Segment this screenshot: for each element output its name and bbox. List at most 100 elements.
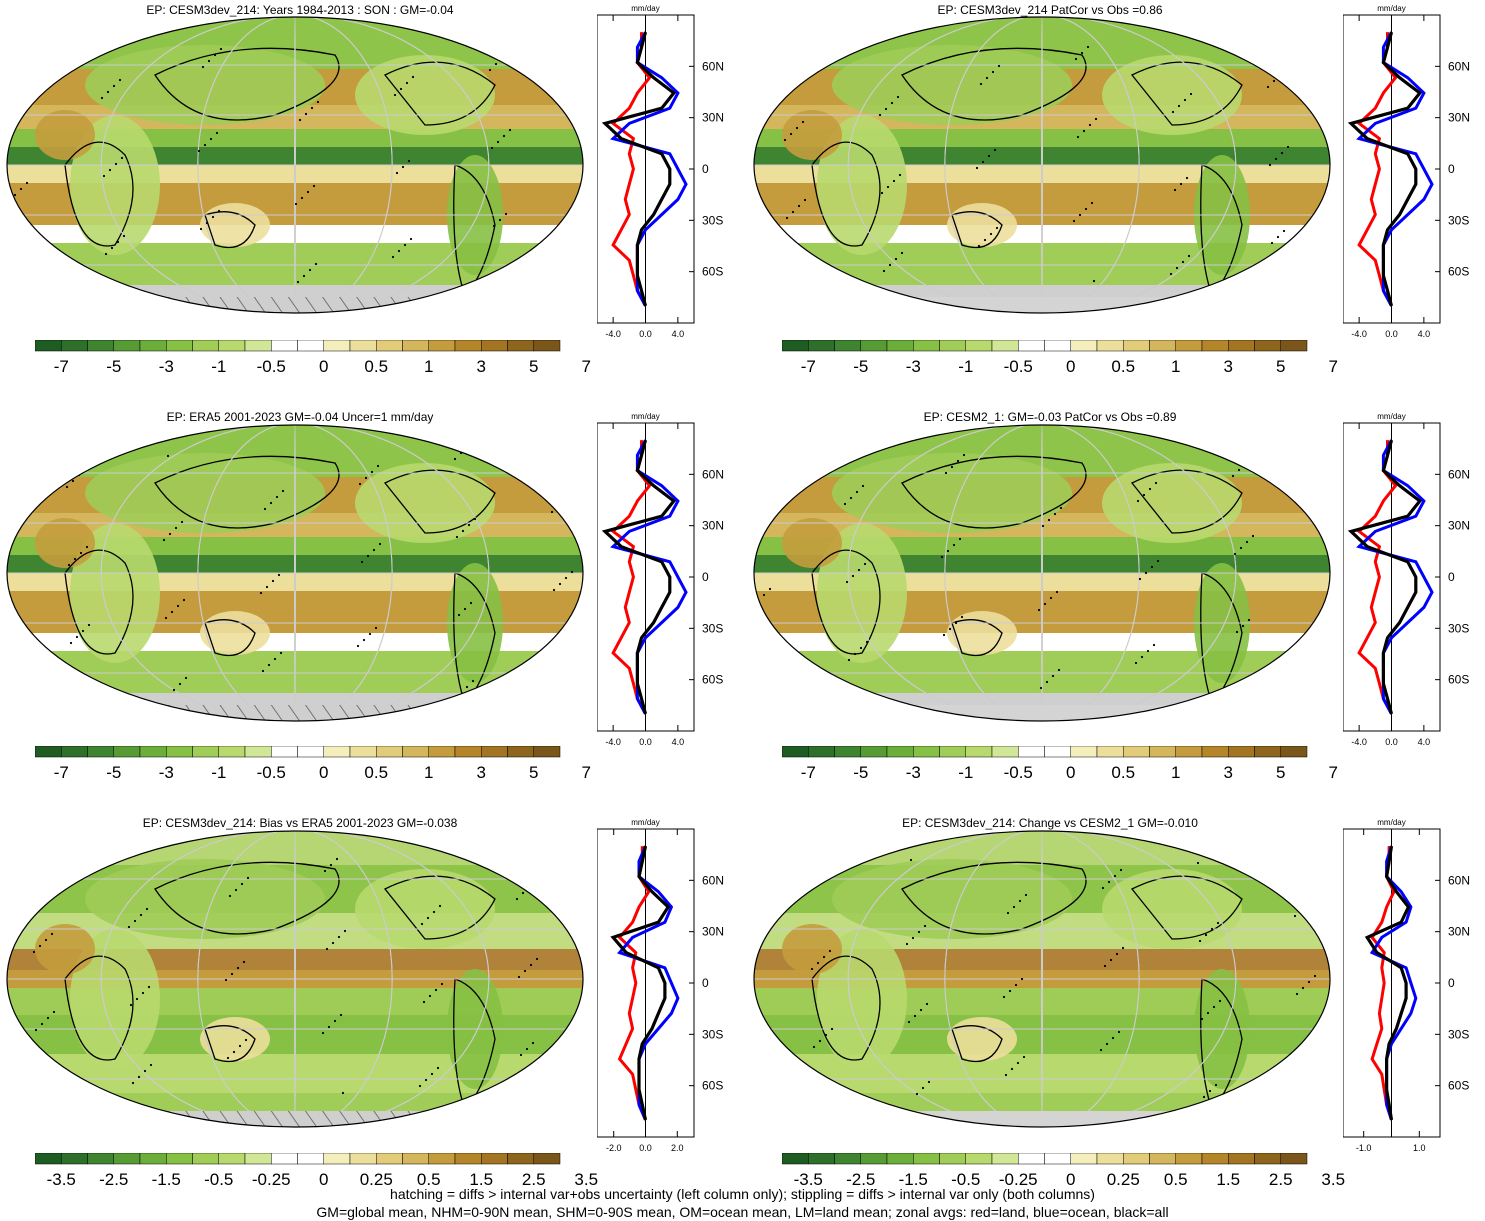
colorbar-label: 5 bbox=[1276, 357, 1285, 376]
colorbar-label: 1 bbox=[424, 763, 433, 782]
zonal-avg-plot: mm/day -4.0 0.0 4.0 60N 30N 0 30S 60S bbox=[597, 4, 724, 339]
colorbar-label: 0 bbox=[1066, 1170, 1075, 1189]
zonal-series-all bbox=[610, 845, 671, 1121]
zonal-avg-plot: mm/day -4.0 0.0 4.0 60N 30N 0 30S 60S bbox=[1343, 412, 1470, 747]
colorbar-label: -0.5 bbox=[951, 1170, 980, 1189]
colorbar-label: 1 bbox=[1171, 357, 1180, 376]
colorbar-label: -5 bbox=[106, 763, 121, 782]
zonal-lat-label: 30N bbox=[702, 111, 724, 125]
zonal-series-land bbox=[610, 32, 652, 307]
colorbar-label: -2.5 bbox=[99, 1170, 128, 1189]
zonal-x-tick: 4.0 bbox=[672, 329, 685, 339]
map-plot bbox=[753, 830, 1331, 1128]
colorbar-label: -1 bbox=[211, 357, 226, 376]
colorbar-label: 3 bbox=[1224, 763, 1233, 782]
zonal-series-all bbox=[601, 439, 677, 715]
colorbar-label: -0.25 bbox=[252, 1170, 291, 1189]
colorbar-label: -3 bbox=[906, 763, 921, 782]
zonal-x-tick: 0.0 bbox=[639, 1143, 652, 1153]
zonal-lat-label: 30S bbox=[1448, 1027, 1469, 1041]
zonal-lat-label: 30S bbox=[702, 621, 723, 635]
colorbar-label: -1.5 bbox=[152, 1170, 181, 1189]
colorbar-label: -0.25 bbox=[999, 1170, 1038, 1189]
colorbar-label: 5 bbox=[529, 357, 538, 376]
colorbar-label: 0.5 bbox=[417, 1170, 441, 1189]
zonal-lat-label: 0 bbox=[702, 162, 709, 176]
zonal-series-land bbox=[610, 440, 652, 715]
zonal-lat-label: 60S bbox=[702, 1079, 723, 1093]
colorbar: -7 -5 -3 -1 -0.5 0 0.5 1 3 5 7 bbox=[782, 340, 1338, 376]
colorbar-label: 2.5 bbox=[1269, 1170, 1293, 1189]
zonal-lat-label: 0 bbox=[1448, 570, 1455, 584]
colorbar-label: -3 bbox=[159, 357, 174, 376]
zonal-lat-label: 30N bbox=[702, 519, 724, 533]
zonal-lat-label: 0 bbox=[702, 570, 709, 584]
colorbar-label: 3 bbox=[1224, 357, 1233, 376]
panel-title: EP: CESM3dev_214: Change vs CESM2_1 GM=-… bbox=[902, 816, 1198, 830]
colorbar-label: -0.5 bbox=[204, 1170, 233, 1189]
colorbar-label: 7 bbox=[1329, 357, 1338, 376]
zonal-unit-label: mm/day bbox=[631, 818, 659, 827]
colorbar-label: -5 bbox=[106, 357, 121, 376]
colorbar-label: -0.5 bbox=[1004, 357, 1033, 376]
panel-title: EP: CESM3dev_214 PatCor vs Obs =0.86 bbox=[937, 3, 1163, 17]
colorbar-label: 0 bbox=[319, 763, 328, 782]
zonal-series-land bbox=[1370, 846, 1396, 1121]
colorbar-label: -0.5 bbox=[257, 357, 286, 376]
colorbar-label: 5 bbox=[1276, 763, 1285, 782]
zonal-series-all bbox=[1347, 439, 1423, 715]
colorbar: -3.5 -2.5 -1.5 -0.5 -0.25 0 0.25 0.5 1.5 2.5 3.5 bbox=[782, 1153, 1345, 1189]
colorbar-label: 3.5 bbox=[574, 1170, 598, 1189]
panel-title: EP: CESM3dev_214: Bias vs ERA5 2001-2023… bbox=[142, 816, 458, 830]
map-plot bbox=[6, 830, 584, 1128]
colorbar-label: 0.5 bbox=[1111, 763, 1135, 782]
colorbar-label: -5 bbox=[853, 357, 868, 376]
zonal-lat-label: 30S bbox=[702, 1027, 723, 1041]
zonal-lat-label: 0 bbox=[1448, 976, 1455, 990]
zonal-x-tick: 0.0 bbox=[639, 329, 652, 339]
colorbar-label: 1.5 bbox=[1216, 1170, 1240, 1189]
zonal-lat-label: 60S bbox=[702, 265, 723, 279]
panel-title: EP: CESM3dev_214: Years 1984-2013 : SON … bbox=[146, 3, 454, 17]
zonal-avg-plot: mm/day -1.0 1.0 60N 30N 0 30S 60S bbox=[1343, 818, 1470, 1153]
zonal-lat-label: 30N bbox=[1448, 111, 1470, 125]
zonal-lat-label: 0 bbox=[1448, 162, 1455, 176]
colorbar-label: 3 bbox=[477, 357, 486, 376]
colorbar-label: 0 bbox=[319, 357, 328, 376]
zonal-unit-label: mm/day bbox=[631, 412, 659, 421]
colorbar-label: -0.5 bbox=[257, 763, 286, 782]
colorbar-label: -3.5 bbox=[47, 1170, 76, 1189]
colorbar-label: 7 bbox=[582, 357, 591, 376]
colorbar-label: 3.5 bbox=[1321, 1170, 1345, 1189]
zonal-x-tick: 0.0 bbox=[1385, 329, 1398, 339]
zonal-lat-label: 60N bbox=[1448, 59, 1470, 73]
colorbar-label: -0.5 bbox=[1004, 763, 1033, 782]
zonal-unit-label: mm/day bbox=[1377, 818, 1405, 827]
footer-line-1: hatching = diffs > internal var+obs unce… bbox=[390, 1186, 1095, 1202]
colorbar-label: -3.5 bbox=[794, 1170, 823, 1189]
zonal-x-tick: 4.0 bbox=[1418, 329, 1431, 339]
zonal-unit-label: mm/day bbox=[1377, 4, 1405, 13]
zonal-lat-label: 60N bbox=[702, 873, 724, 887]
zonal-series-all bbox=[601, 31, 677, 307]
zonal-x-tick: -2.0 bbox=[606, 1143, 622, 1153]
zonal-series-land bbox=[1356, 440, 1398, 715]
zonal-series-land bbox=[1356, 32, 1398, 307]
zonal-lat-label: 60N bbox=[1448, 467, 1470, 481]
zonal-lat-label: 60S bbox=[1448, 265, 1469, 279]
colorbar-label: 0.5 bbox=[1111, 357, 1135, 376]
colorbar-label: -1 bbox=[958, 763, 973, 782]
zonal-lat-label: 30S bbox=[1448, 213, 1469, 227]
zonal-series-all bbox=[1364, 845, 1411, 1121]
zonal-unit-label: mm/day bbox=[1377, 412, 1405, 421]
colorbar-label: 1 bbox=[1171, 763, 1180, 782]
colorbar: -7 -5 -3 -1 -0.5 0 0.5 1 3 5 7 bbox=[782, 746, 1338, 782]
colorbar-label: 0.25 bbox=[1107, 1170, 1140, 1189]
map-plot bbox=[753, 424, 1331, 722]
colorbar-label: 0.5 bbox=[364, 763, 388, 782]
zonal-x-tick: -4.0 bbox=[1351, 737, 1367, 747]
zonal-series-all bbox=[1347, 31, 1423, 307]
colorbar: -3.5 -2.5 -1.5 -0.5 -0.25 0 0.25 0.5 1.5 2.5 3.5 bbox=[35, 1153, 598, 1189]
colorbar-label: -3 bbox=[159, 763, 174, 782]
colorbar: -7 -5 -3 -1 -0.5 0 0.5 1 3 5 7 bbox=[35, 746, 591, 782]
